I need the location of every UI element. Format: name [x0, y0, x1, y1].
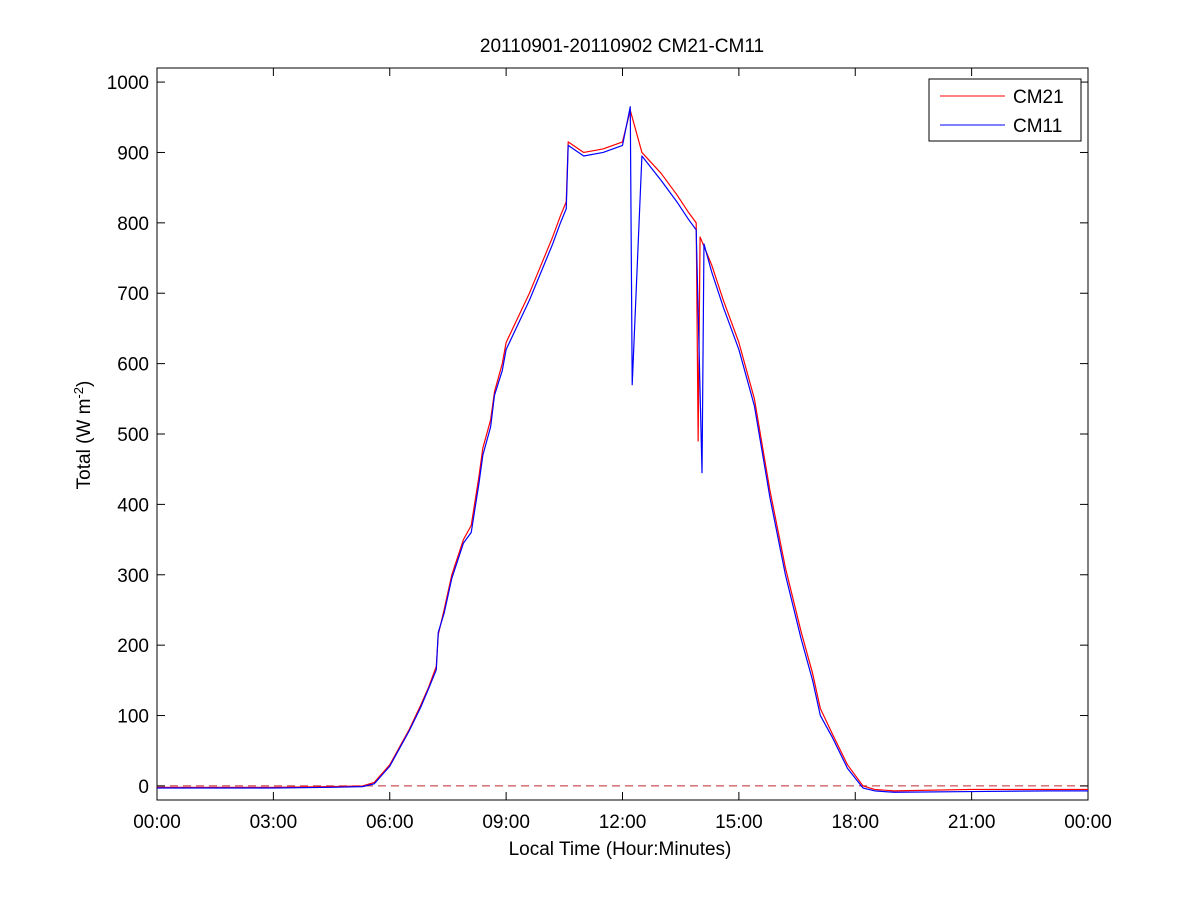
y-tick-label: 800 [117, 214, 149, 235]
series-line-cm11 [157, 106, 1088, 793]
x-tick-label: 18:00 [831, 812, 879, 833]
y-tick-label: 100 [117, 707, 149, 728]
x-tick-label: 03:00 [250, 812, 298, 833]
y-tick-label: 200 [117, 636, 149, 657]
y-tick-label: 700 [117, 284, 149, 305]
x-tick-label: 00:00 [1064, 812, 1112, 833]
x-tick-label: 00:00 [133, 812, 181, 833]
legend: CM21 CM11 [928, 78, 1082, 142]
y-tick-label: 600 [117, 355, 149, 376]
y-axis-label-main: Total (W m [74, 399, 95, 490]
y-tick-label: 300 [117, 566, 149, 587]
x-tick-label: 06:00 [366, 812, 414, 833]
x-tick-label: 21:00 [948, 812, 996, 833]
chart-title: 20110901-20110902 CM21-CM11 [480, 36, 764, 57]
series-line-cm21 [157, 109, 1088, 792]
legend-label-cm11: CM11 [1013, 116, 1062, 137]
x-tick-label: 15:00 [715, 812, 763, 833]
y-tick-label: 1000 [107, 73, 149, 94]
x-tick-labels: 00:00 03:00 06:00 09:00 12:00 15:00 18:00 21:00… [133, 812, 1112, 833]
legend-box [928, 78, 1082, 142]
y-tick-label: 500 [117, 425, 149, 446]
x-tick-label: 09:00 [482, 812, 530, 833]
y-axis-label-sup: -2 [71, 387, 86, 399]
series-group [157, 106, 1088, 793]
plot-area [156, 67, 1089, 801]
y-axis-label-close: ) [74, 381, 95, 387]
y-axis-label: Total (W m-2) [71, 381, 96, 490]
plot-frame [156, 67, 1089, 801]
y-tick-label: 900 [117, 143, 149, 164]
ticks-group [156, 68, 1089, 800]
legend-label-cm21: CM21 [1013, 87, 1064, 108]
y-tick-label: 400 [117, 495, 149, 516]
x-tick-label: 12:00 [599, 812, 647, 833]
y-tick-label: 0 [138, 777, 149, 798]
x-axis-label: Local Time (Hour:Minutes) [509, 839, 732, 860]
y-tick-labels: 0 100 200 300 400 500 600 700 800 900 1000 [107, 73, 149, 798]
